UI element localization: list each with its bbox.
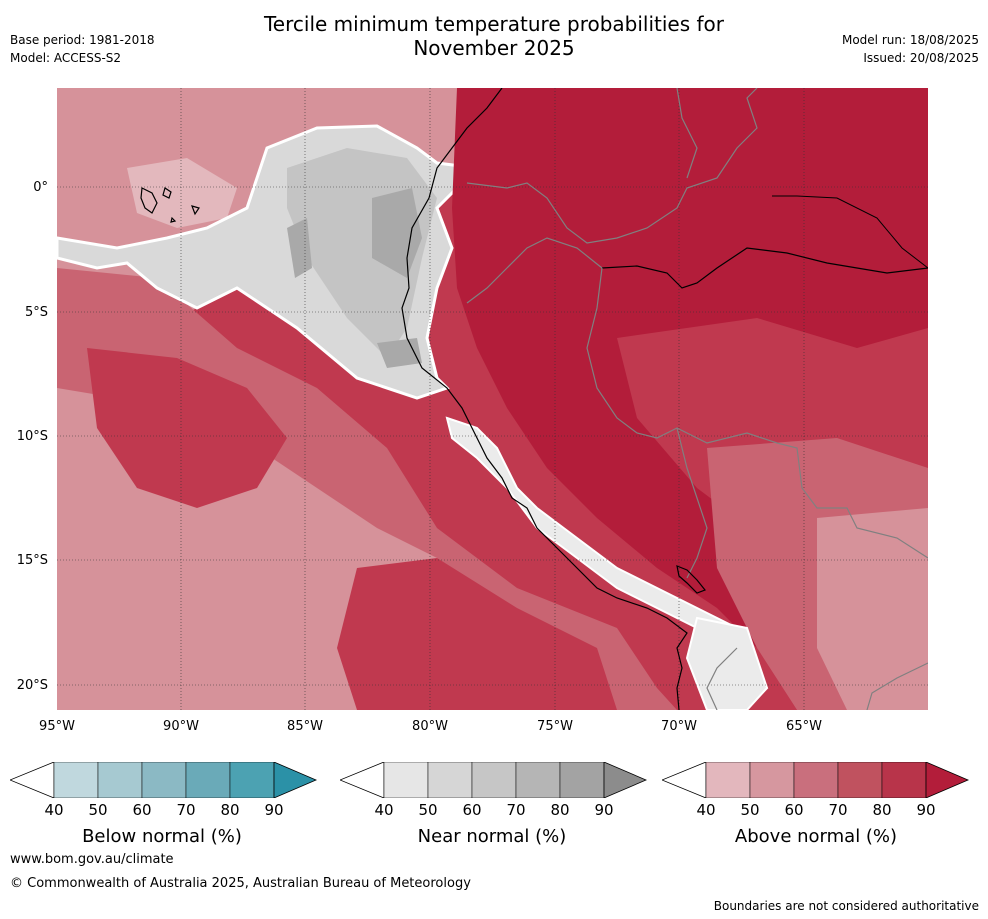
country-borders: [466, 88, 928, 710]
colorbar-below-segment: [185, 762, 231, 798]
zone-above-80-south: [337, 558, 617, 710]
lon-label-75w: 75°W: [537, 719, 573, 734]
colorbar-above-segment: [793, 762, 839, 798]
lon-label-95w: 95°W: [39, 719, 75, 734]
title-line-1: Tercile minimum temperature probabilitie…: [263, 12, 725, 36]
above-tick-40: 40: [696, 801, 716, 819]
colorbar-below-segment: [97, 762, 143, 798]
model-name: Model: ACCESS-S2: [10, 51, 122, 65]
base-period: Base period: 1981-2018: [10, 33, 155, 47]
below-tick-60: 60: [132, 801, 152, 819]
zone-above-80-southwest: [87, 348, 287, 508]
colorbar-near: [340, 762, 648, 798]
boundary-disclaimer: Boundaries are not considered authoritat…: [713, 899, 979, 913]
above-tick-60: 60: [784, 801, 804, 819]
colorbar-near-segment: [559, 762, 605, 798]
colorbar-below: [10, 762, 318, 798]
galapagos-islands: [140, 187, 200, 223]
colorbar-below-low-arrow: [10, 762, 55, 798]
lat-label-15s: 15°S: [16, 553, 48, 568]
near-tick-90: 90: [594, 801, 614, 819]
above-tick-90: 90: [916, 801, 936, 819]
above-tick-70: 70: [828, 801, 848, 819]
title-line-2: November 2025: [413, 36, 575, 60]
near-tick-50: 50: [418, 801, 438, 819]
colorbar-above-segment: [749, 762, 795, 798]
colorbar-above-high-arrow: [925, 762, 970, 798]
amazon-river: [601, 247, 928, 289]
below-tick-90: 90: [264, 801, 284, 819]
lon-label-65w: 65°W: [786, 719, 822, 734]
graticule: [57, 88, 928, 710]
meta-left: Base period: 1981-2018 Model: ACCESS-S2: [10, 31, 155, 67]
lat-label-0: 0°: [33, 180, 48, 195]
colorbar-below-segment: [229, 762, 275, 798]
copyright-notice: © Commonwealth of Australia 2025, Austra…: [10, 876, 471, 891]
lon-label-85w: 85°W: [287, 719, 323, 734]
colorbar-above-segment: [705, 762, 751, 798]
lake-titicaca: [676, 565, 706, 594]
below-tick-40: 40: [44, 801, 64, 819]
lat-label-10s: 10°S: [16, 429, 48, 444]
below-tick-80: 80: [220, 801, 240, 819]
meta-right: Model run: 18/08/2025 Issued: 20/08/2025: [842, 31, 979, 67]
lat-label-5s: 5°S: [24, 305, 48, 320]
colorbar-above-title: Above normal (%): [734, 826, 898, 847]
zone-above-60-land-south: [817, 508, 928, 710]
colorbar-above: [662, 762, 970, 798]
zone-above-50-islands: [127, 158, 237, 228]
northern-river: [772, 195, 928, 269]
website-link[interactable]: www.bom.gov.au/climate: [10, 852, 174, 867]
colorbar-near-high-arrow: [603, 762, 648, 798]
coastline: [401, 88, 688, 710]
map-title: Tercile minimum temperature probabilitie…: [0, 12, 988, 60]
near-tick-80: 80: [550, 801, 570, 819]
lon-label-90w: 90°W: [163, 719, 199, 734]
colorbar-below-segment: [141, 762, 187, 798]
colorbar-near-title: Near normal (%): [417, 826, 567, 847]
colorbar-above-segment: [881, 762, 927, 798]
below-tick-70: 70: [176, 801, 196, 819]
colorbar-near-low-arrow: [340, 762, 385, 798]
lon-label-70w: 70°W: [661, 719, 697, 734]
colorbar-below-high-arrow: [273, 762, 318, 798]
colorbar-above-segment: [837, 762, 883, 798]
near-tick-70: 70: [506, 801, 526, 819]
near-tick-40: 40: [374, 801, 394, 819]
below-tick-50: 50: [88, 801, 108, 819]
above-tick-80: 80: [872, 801, 892, 819]
zone-near-80-a: [372, 188, 422, 278]
colorbar-below-segment: [53, 762, 99, 798]
colorbar-near-segment: [515, 762, 561, 798]
colorbar-near-segment: [427, 762, 473, 798]
colorbar-near-segment: [383, 762, 429, 798]
issued-date: Issued: 20/08/2025: [863, 51, 979, 65]
lon-label-80w: 80°W: [412, 719, 448, 734]
model-run: Model run: 18/08/2025: [841, 33, 979, 47]
zone-near-80-b: [287, 218, 312, 278]
colorbar-above-low-arrow: [662, 762, 707, 798]
above-tick-50: 50: [740, 801, 760, 819]
lat-label-20s: 20°S: [16, 678, 48, 693]
colorbar-near-segment: [471, 762, 517, 798]
near-tick-60: 60: [462, 801, 482, 819]
colorbar-below-title: Below normal (%): [82, 826, 242, 847]
probability-map: [57, 88, 928, 710]
